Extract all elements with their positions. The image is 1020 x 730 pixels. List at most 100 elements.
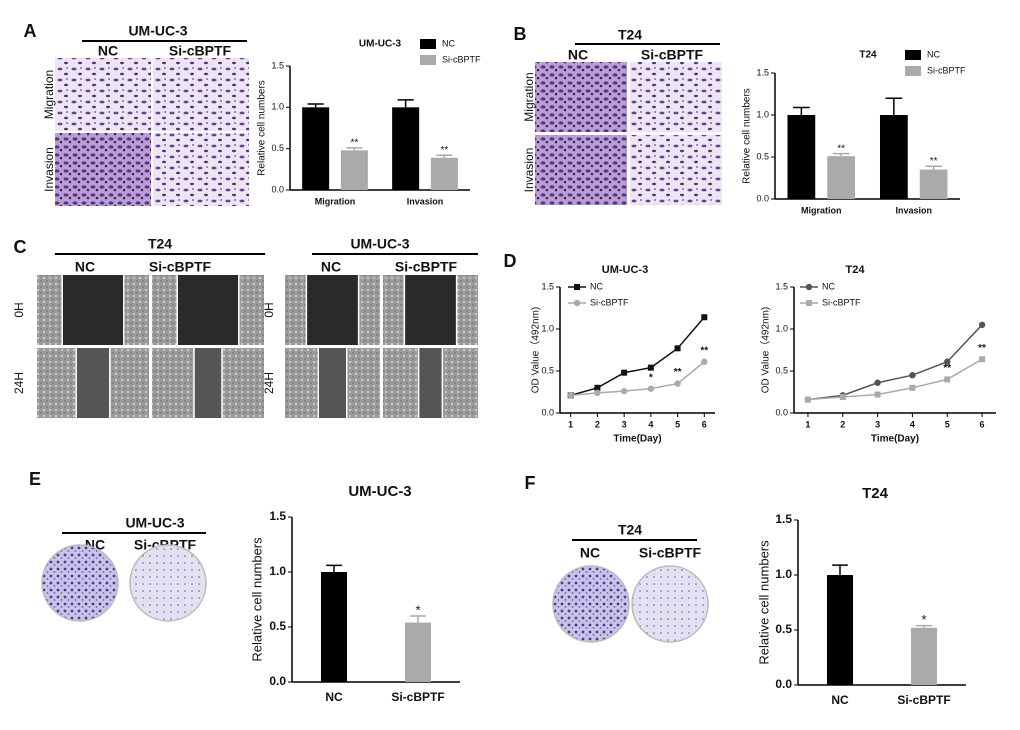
row-label: 0H (12, 302, 26, 317)
marker (944, 376, 951, 383)
y-tick-label: 1.5 (269, 509, 286, 523)
bar (879, 115, 908, 199)
panel-letter: D (504, 251, 517, 271)
x-tick-label: Migration (801, 205, 842, 215)
y-tick-label: 0.0 (756, 193, 769, 203)
x-tick-label: 2 (595, 419, 600, 429)
legend-swatch (905, 66, 921, 76)
marker (944, 358, 951, 365)
y-tick-label: 0.5 (775, 622, 792, 636)
legend-swatch (420, 39, 436, 49)
panel-letter: C (14, 237, 27, 257)
plate (129, 544, 207, 622)
significance: ** (440, 145, 448, 156)
y-tick-label: 1.0 (775, 323, 788, 333)
marker (574, 284, 580, 290)
bar (340, 150, 368, 190)
image-title: UM-UC-3 (128, 23, 187, 39)
error-bar (925, 165, 942, 170)
x-tick-label: Si-cBPTF (391, 690, 444, 704)
bar (910, 627, 938, 685)
x-tick-label: 5 (675, 419, 680, 429)
error-bar (885, 97, 903, 115)
marker (647, 364, 654, 371)
y-tick-label: 0.0 (541, 407, 554, 417)
bar (827, 156, 856, 199)
chart-title: T24 (859, 50, 877, 61)
series-line (807, 358, 983, 401)
marker (594, 384, 601, 391)
error-bar (410, 615, 426, 623)
row-label: Invasion (42, 147, 56, 192)
marker (978, 321, 986, 328)
marker (979, 356, 986, 363)
image-title: T24 (618, 522, 642, 538)
error-bar (436, 154, 453, 158)
x-axis-label: Time(Day) (613, 434, 661, 445)
row-label: 0H (262, 302, 276, 317)
image-title: T24 (618, 27, 642, 43)
chart-title: UM-UC-3 (602, 264, 648, 276)
marker (567, 392, 574, 399)
column-label: NC (75, 259, 95, 275)
bar (919, 169, 948, 199)
scratch-gap (306, 275, 359, 345)
x-tick-label: Invasion (407, 196, 444, 206)
y-tick-label: 1.5 (271, 60, 284, 70)
series-line (570, 361, 705, 397)
marker (806, 300, 812, 306)
panel-letter: F (525, 473, 536, 493)
marker (874, 379, 881, 386)
x-tick-label: 4 (910, 419, 915, 429)
scratch-gap (194, 348, 222, 418)
y-tick-label: 1.0 (269, 564, 286, 578)
significance: ** (930, 156, 938, 167)
significance: ** (350, 137, 358, 148)
marker (621, 369, 628, 376)
bar (320, 572, 348, 682)
y-tick-label: 0.0 (269, 674, 286, 688)
legend-swatch (905, 50, 921, 60)
x-tick-label: 4 (648, 419, 653, 429)
error-bar (397, 99, 414, 108)
significance: ** (943, 363, 951, 374)
legend-label: Si-cBPTF (822, 297, 861, 307)
x-tick-label: Migration (315, 196, 356, 206)
image-title: UM-UC-3 (125, 515, 184, 531)
significance: * (649, 372, 653, 383)
marker (573, 299, 581, 307)
series-line (807, 324, 983, 401)
chart-title: T24 (846, 264, 866, 276)
x-tick-label: 1 (805, 419, 810, 429)
legend-label: NC (590, 281, 603, 291)
marker (804, 396, 811, 403)
bar (787, 115, 816, 199)
column-label: NC (98, 43, 118, 59)
image-title: T24 (148, 236, 172, 252)
plate (41, 544, 119, 622)
row-label: 24H (12, 372, 26, 394)
legend-label: Si-cBPTF (927, 65, 966, 75)
error-bar (307, 103, 324, 108)
micrograph (55, 133, 151, 206)
micrograph (630, 62, 722, 132)
x-axis-label: Time(Day) (871, 434, 919, 445)
y-tick-label: 0.0 (775, 407, 788, 417)
plate (552, 565, 630, 643)
y-axis-label: Relative cell numbers (249, 537, 264, 662)
y-tick-label: 0.5 (756, 151, 769, 161)
legend-swatch (420, 55, 436, 65)
scratch-gap (62, 275, 124, 345)
y-tick-label: 0.5 (269, 619, 286, 633)
column-label: Si-cBPTF (149, 259, 212, 275)
column-label: Si-cBPTF (641, 47, 704, 63)
micrograph (55, 58, 151, 131)
x-tick-label: NC (831, 693, 849, 707)
chart-title: T24 (862, 485, 889, 502)
y-axis-label: Relative cell numbers (742, 88, 753, 184)
marker (805, 283, 813, 291)
column-label: NC (321, 259, 341, 275)
y-axis-label: OD Value（492nm) (760, 307, 772, 394)
chart-title: UM-UC-3 (348, 483, 411, 500)
significance: * (415, 602, 420, 617)
